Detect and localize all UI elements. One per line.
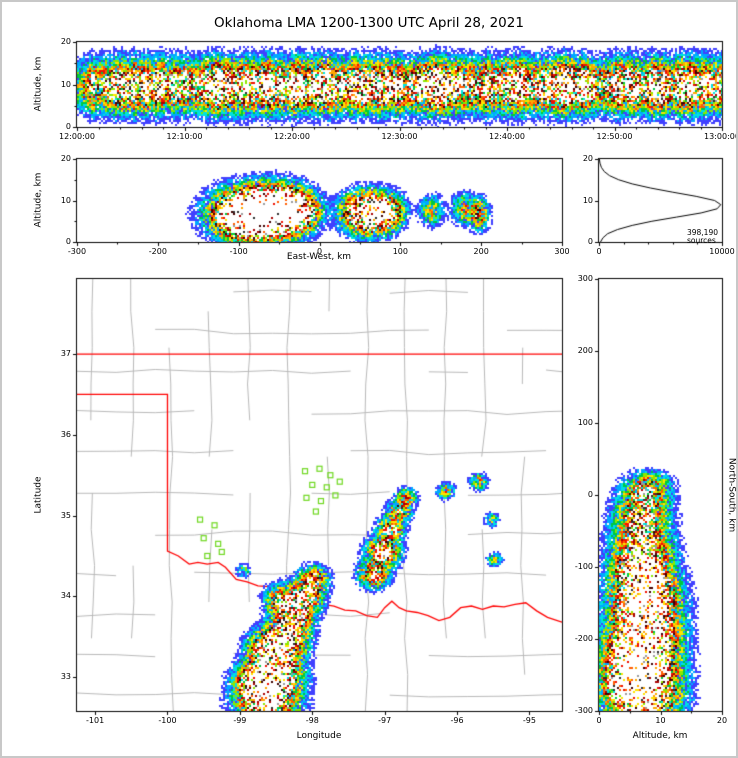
tick-label: -95 <box>522 716 536 725</box>
tick-label: 33 <box>60 672 71 682</box>
tick-label: -97 <box>378 716 392 725</box>
tick-label: 0 <box>65 122 71 131</box>
tick-label: 20 <box>582 154 593 163</box>
ns-height-x-axis-label: Altitude, km <box>632 731 688 741</box>
tick-label: 10 <box>60 79 71 89</box>
tick-label: 34 <box>60 591 71 601</box>
tick-label: 20 <box>60 154 71 163</box>
tick-label: -96 <box>450 716 464 725</box>
tick-label: -100 <box>574 562 593 571</box>
tick-label: 12:30:00 <box>381 132 418 141</box>
tick-label: 10 <box>582 195 593 205</box>
tick-label: -200 <box>574 634 593 643</box>
figure-title: Oklahoma LMA 1200-1300 UTC April 28, 202… <box>214 15 524 31</box>
source-count-annotation: 398,190 sources <box>686 228 718 245</box>
tick-label: 0 <box>587 237 593 246</box>
tick-label: 300 <box>554 247 570 256</box>
tick-label: 20 <box>60 37 71 46</box>
tick-label: 12:50:00 <box>596 132 633 141</box>
tick-label: 200 <box>473 247 489 256</box>
tick-label: 0 <box>596 247 602 256</box>
tick-label: 10000 <box>709 247 735 256</box>
plan-view-map-canvas <box>77 279 562 711</box>
tick-label: -100 <box>229 247 248 256</box>
tick-label: 36 <box>60 429 71 439</box>
tick-label: -98 <box>305 716 319 725</box>
tick-label: 12:20:00 <box>274 132 310 141</box>
ew-height-x-axis-label: East-West, km <box>286 252 352 262</box>
tick-label: 0 <box>316 247 323 256</box>
tick-label: -200 <box>148 247 167 256</box>
tick-label: 200 <box>577 346 593 355</box>
time-height-canvas <box>77 42 722 127</box>
map-y-axis-label: Latitude <box>33 476 44 514</box>
plan-view-map-panel <box>77 279 562 711</box>
tick-label: -300 <box>574 706 593 715</box>
map-x-axis-label: Longitude <box>296 731 342 741</box>
north-south-height-canvas <box>599 279 722 711</box>
tick-label: 0 <box>596 716 602 725</box>
tick-label: -101 <box>86 716 105 725</box>
east-west-height-canvas <box>77 159 562 242</box>
tick-label: 100 <box>392 247 408 256</box>
tick-label: 10 <box>655 716 666 725</box>
tick-label: 13:00:00 <box>704 132 738 141</box>
tick-label: 10 <box>60 195 71 205</box>
tick-label: -300 <box>67 247 87 256</box>
tick-label: -100 <box>158 716 177 725</box>
tick-label: 300 <box>577 274 593 283</box>
tick-label: 35 <box>60 510 71 520</box>
tick-label: 12:10:00 <box>166 132 203 141</box>
tick-label: 12:00:00 <box>59 132 95 141</box>
ns-height-y-axis-label: North-South, km <box>726 457 737 533</box>
tick-label: 12:40:00 <box>489 132 525 141</box>
tick-label: 0 <box>587 490 593 499</box>
north-south-height-panel <box>599 279 722 711</box>
time-height-panel <box>77 42 722 127</box>
tick-label: 0 <box>65 237 71 246</box>
tick-label: -99 <box>233 716 247 725</box>
east-west-height-panel <box>77 159 562 242</box>
tick-label: 20 <box>716 716 728 725</box>
time-height-y-axis-label: Altitude, km <box>33 56 44 112</box>
tick-label: 100 <box>577 418 593 427</box>
tick-label: 37 <box>60 349 71 359</box>
ew-height-y-axis-label: Altitude, km <box>33 172 44 228</box>
